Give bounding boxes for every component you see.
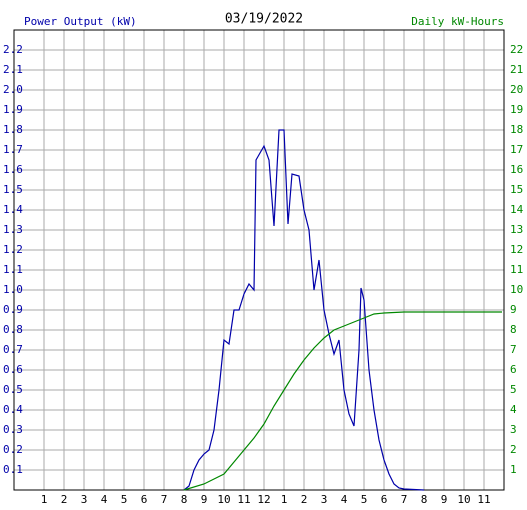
- y2-tick-label: 19: [510, 103, 523, 116]
- y-tick-label: 2.0: [3, 83, 23, 96]
- y2-tick-label: 6: [510, 363, 517, 376]
- y-tick-label: 0.3: [3, 423, 23, 436]
- y-tick-label: 0.9: [3, 303, 23, 316]
- x-tick-label: 1: [41, 493, 48, 506]
- series-line: [183, 311, 502, 491]
- y-tick-label: 1.5: [3, 183, 23, 196]
- series-line: [183, 129, 425, 491]
- y-axis-title: Power Output (kW): [24, 15, 137, 28]
- plot-area: [14, 30, 504, 490]
- y2-tick-label: 21: [510, 63, 523, 76]
- y-tick-label: 0.2: [3, 443, 23, 456]
- y-tick-label: 1.4: [3, 203, 23, 216]
- y2-tick-label: 22: [510, 43, 523, 56]
- x-tick-label: 7: [401, 493, 408, 506]
- x-tick-label: 2: [301, 493, 308, 506]
- x-tick-label: 5: [121, 493, 128, 506]
- y-tick-label: 2.1: [3, 63, 23, 76]
- x-tick-label: 8: [181, 493, 188, 506]
- y2-tick-label: 14: [510, 203, 524, 216]
- y2-tick-label: 18: [510, 123, 523, 136]
- x-tick-label: 9: [441, 493, 448, 506]
- y2-tick-label: 2: [510, 443, 517, 456]
- y-tick-label: 0.7: [3, 343, 23, 356]
- y2-tick-label: 1: [510, 463, 517, 476]
- chart-title: 03/19/2022: [225, 12, 303, 27]
- y-tick-label: 0.6: [3, 363, 23, 376]
- y2-tick-label: 9: [510, 303, 517, 316]
- y-tick-label: 0.4: [3, 403, 23, 416]
- x-tick-label: 3: [81, 493, 88, 506]
- x-tick-label: 7: [161, 493, 168, 506]
- y-tick-label: 0.8: [3, 323, 23, 336]
- plot-frame: [13, 29, 505, 491]
- y-tick-label: 1.3: [3, 223, 23, 236]
- y-tick-label: 1.6: [3, 163, 23, 176]
- y2-tick-label: 3: [510, 423, 517, 436]
- x-tick-label: 6: [381, 493, 388, 506]
- y2-tick-label: 7: [510, 343, 517, 356]
- y2-tick-label: 11: [510, 263, 523, 276]
- y-tick-label: 1.8: [3, 123, 23, 136]
- x-tick-label: 4: [101, 493, 108, 506]
- x-tick-label: 5: [361, 493, 368, 506]
- x-tick-label: 2: [61, 493, 68, 506]
- y2-tick-label: 17: [510, 143, 523, 156]
- y-tick-label: 1.2: [3, 243, 23, 256]
- y-tick-label: 0.1: [3, 463, 23, 476]
- x-tick-label: 9: [201, 493, 208, 506]
- y2-axis-title: Daily kW-Hours: [411, 15, 504, 28]
- y-tick-label: 1.0: [3, 283, 23, 296]
- y2-tick-label: 12: [510, 243, 523, 256]
- x-tick-label: 11: [477, 493, 490, 506]
- x-tick-label: 6: [141, 493, 148, 506]
- y-tick-label: 2.2: [3, 43, 23, 56]
- x-tick-label: 12: [257, 493, 270, 506]
- y-tick-label: 1.9: [3, 103, 23, 116]
- x-tick-label: 1: [281, 493, 288, 506]
- y2-tick-label: 15: [510, 183, 523, 196]
- y2-tick-label: 10: [510, 283, 523, 296]
- y-tick-label: 1.7: [3, 143, 23, 156]
- x-tick-label: 4: [341, 493, 348, 506]
- x-tick-label: 10: [457, 493, 470, 506]
- y2-tick-label: 20: [510, 83, 523, 96]
- y2-tick-label: 8: [510, 323, 517, 336]
- y-tick-label: 0.5: [3, 383, 23, 396]
- y2-tick-label: 5: [510, 383, 517, 396]
- y2-tick-label: 4: [510, 403, 517, 416]
- y2-tick-label: 13: [510, 223, 523, 236]
- x-tick-label: 10: [217, 493, 230, 506]
- y-tick-label: 1.1: [3, 263, 23, 276]
- y2-tick-label: 16: [510, 163, 523, 176]
- x-tick-label: 3: [321, 493, 328, 506]
- x-tick-label: 8: [421, 493, 428, 506]
- x-tick-label: 11: [237, 493, 250, 506]
